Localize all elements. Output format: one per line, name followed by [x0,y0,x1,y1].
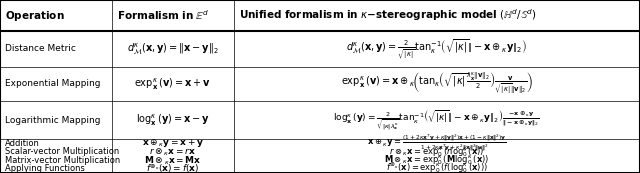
Text: $f^{\otimes_\kappa}(\mathbf{x}) = f(\mathbf{x})$: $f^{\otimes_\kappa}(\mathbf{x}) = f(\mat… [146,162,200,173]
Text: $\mathbf{Unified\ formalism\ in\ }\kappa\mathbf{-stereographic\ model\ }(\mathbb: $\mathbf{Unified\ formalism\ in\ }\kappa… [239,8,536,24]
Text: $\mathbf{M}\otimes_\kappa \mathbf{x} = \mathbf{M}\mathbf{x}$: $\mathbf{M}\otimes_\kappa \mathbf{x} = \… [144,154,202,167]
Text: $r\otimes_\kappa \mathbf{x} = r\mathbf{x}$: $r\otimes_\kappa \mathbf{x} = r\mathbf{x… [149,146,196,158]
Text: Applying Functions: Applying Functions [5,164,85,173]
Text: Addition: Addition [5,139,40,148]
Text: $\log^\kappa_{\mathbf{x}}(\mathbf{y}) = \mathbf{x}-\mathbf{y}$: $\log^\kappa_{\mathbf{x}}(\mathbf{y}) = … [136,112,210,128]
Text: Scalar-vector Multiplication: Scalar-vector Multiplication [5,147,120,156]
Text: $\exp^\kappa_{\mathbf{x}}(\mathbf{v}) = \mathbf{x}+\mathbf{v}$: $\exp^\kappa_{\mathbf{x}}(\mathbf{v}) = … [134,76,211,92]
Text: Logarithmic Mapping: Logarithmic Mapping [5,116,100,125]
Text: $\mathbf{x}\oplus_\kappa \mathbf{y} = \frac{(1+2\kappa\mathbf{x}^T\mathbf{y}+\ka: $\mathbf{x}\oplus_\kappa \mathbf{y} = \f… [367,133,507,154]
Text: $\mathbf{Formalism\ in\ }\mathbb{E}^d$: $\mathbf{Formalism\ in\ }\mathbb{E}^d$ [117,9,209,22]
Text: Exponential Mapping: Exponential Mapping [5,79,100,88]
Text: $d^\kappa_{\mathcal{M}}(\mathbf{x},\mathbf{y}) = \frac{2}{\sqrt{|\kappa|}}\tan_\: $d^\kappa_{\mathcal{M}}(\mathbf{x},\math… [346,37,527,61]
Text: Matrix-vector Multiplication: Matrix-vector Multiplication [5,156,120,165]
Text: $\exp^\kappa_{\mathbf{x}}(\mathbf{v}) = \mathbf{x}\oplus_\kappa\!\left(\tan_\kap: $\exp^\kappa_{\mathbf{x}}(\mathbf{v}) = … [341,71,532,97]
Text: $\log^\kappa_{\mathbf{x}}(\mathbf{y}) = \frac{2}{\sqrt{|\kappa|\lambda^\kappa_{\: $\log^\kappa_{\mathbf{x}}(\mathbf{y}) = … [333,108,540,132]
Text: $\mathbf{Operation}$: $\mathbf{Operation}$ [5,9,65,22]
Text: $\mathbf{x}\oplus_\kappa \mathbf{y} = \mathbf{x}+\mathbf{y}$: $\mathbf{x}\oplus_\kappa \mathbf{y} = \m… [141,138,204,149]
Text: Distance Metric: Distance Metric [5,44,76,53]
Text: $\mathbf{M}\otimes_\kappa \mathbf{x} = \exp^\kappa_0(\mathbf{M}\log^\kappa_0(\ma: $\mathbf{M}\otimes_\kappa \mathbf{x} = \… [384,154,490,167]
Text: $r\otimes_\kappa \mathbf{x} = \exp^\kappa_0(r\log^\kappa_0(\mathbf{x}))$: $r\otimes_\kappa \mathbf{x} = \exp^\kapp… [389,145,484,159]
Text: $d^\kappa_{\mathcal{M}}(\mathbf{x},\mathbf{y}) = \|\mathbf{x}-\mathbf{y}\|_2$: $d^\kappa_{\mathcal{M}}(\mathbf{x},\math… [127,42,219,56]
Text: $f^{\otimes_\kappa}(\mathbf{x}) = \exp^\kappa_0(f(\log^\kappa_0(\mathbf{x})))$: $f^{\otimes_\kappa}(\mathbf{x}) = \exp^\… [386,162,488,173]
